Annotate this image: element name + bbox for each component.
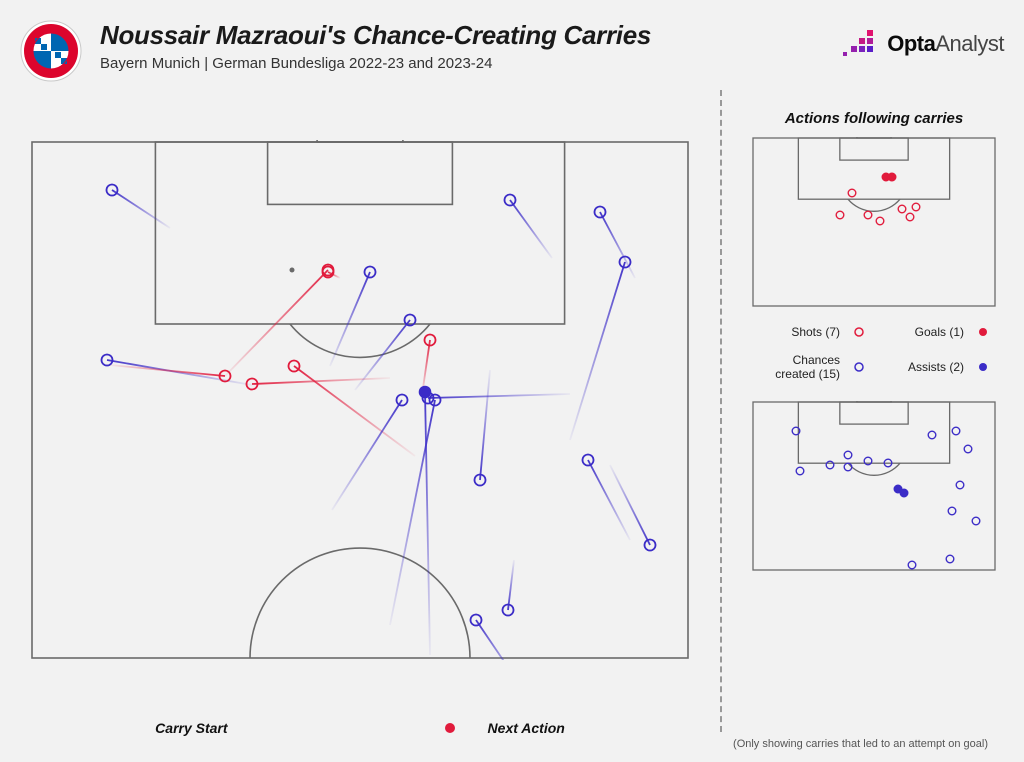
legend-carry-start: Carry Start — [155, 720, 227, 736]
title-block: Noussair Mazraoui's Chance-Creating Carr… — [100, 20, 825, 72]
opta-brand-text: OptaAnalyst — [887, 31, 1004, 57]
mini-pitch-top — [752, 137, 996, 307]
assist-swatch-icon — [976, 360, 990, 374]
legend-gradient-line-icon — [258, 721, 458, 735]
main-pitch — [30, 140, 690, 660]
opta-word: Opta — [887, 31, 935, 56]
chances-label: Chances created (15) — [754, 353, 844, 381]
footnote: (Only showing carries that led to an att… — [733, 738, 988, 750]
chance-swatch-icon — [852, 360, 866, 374]
assists-label: Assists (2) — [878, 360, 968, 374]
goal-swatch-icon — [976, 325, 990, 339]
chart-subtitle: Bayern Munich | German Bundesliga 2022-2… — [100, 55, 825, 72]
analyst-word: Analyst — [935, 31, 1004, 56]
main-panel: Carry Start Next Action — [20, 100, 700, 740]
mini-legend: Shots (7) Goals (1) Chances created (15)… — [754, 325, 994, 381]
shot-swatch-icon — [852, 325, 866, 339]
chart-title: Noussair Mazraoui's Chance-Creating Carr… — [100, 20, 825, 51]
side-title: Actions following carries — [744, 110, 1004, 127]
main-legend: Carry Start Next Action — [80, 720, 640, 736]
mini-pitch-bottom — [752, 401, 996, 571]
goals-label: Goals (1) — [878, 325, 968, 339]
side-panel: Actions following carries Shots (7) Goal… — [744, 110, 1004, 730]
legend-next-action: Next Action — [488, 720, 565, 736]
shots-label: Shots (7) — [754, 325, 844, 339]
vertical-divider — [720, 90, 722, 732]
header: Noussair Mazraoui's Chance-Creating Carr… — [20, 20, 1004, 87]
opta-logo-icon: OptaAnalyst — [843, 20, 1004, 58]
bayern-logo-icon — [20, 20, 82, 87]
